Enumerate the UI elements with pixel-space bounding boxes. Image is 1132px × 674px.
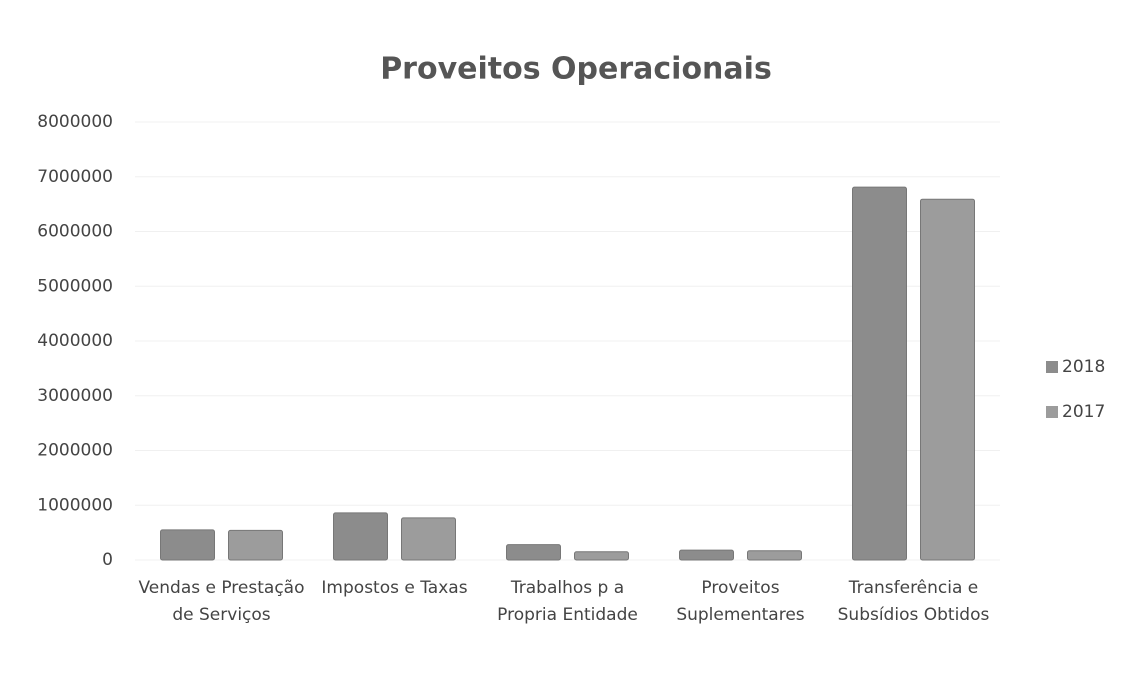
y-tick-label: 8000000 [37,112,113,132]
y-tick-label: 1000000 [37,495,113,515]
y-tick-label: 2000000 [37,441,113,461]
bar [333,512,388,561]
legend-label: 2018 [1062,357,1105,377]
bar [679,549,734,561]
chart-title: Proveitos Operacionais [380,52,772,87]
x-tick-label: Trabalhos p a Propria Entidade [497,578,638,625]
bar [574,551,629,561]
legend-label: 2017 [1062,402,1105,422]
bar [747,550,802,561]
y-tick-label: 7000000 [37,167,113,187]
bar [506,544,561,561]
y-tick-label: 5000000 [37,276,113,296]
y-tick-label: 3000000 [37,386,113,406]
bar [852,186,907,561]
bar [228,529,283,561]
legend-marker [1046,361,1058,373]
x-tick-label: Transferência e Subsídios Obtidos [838,578,990,625]
bar [401,517,456,561]
y-tick-label: 0 [102,550,113,570]
bar [160,529,215,561]
x-tick-label: Vendas e Prestação de Serviços [138,578,304,625]
legend-marker [1046,406,1058,418]
x-tick-label: Impostos e Taxas [321,578,467,598]
x-tick-label: Proveitos Suplementares [676,578,804,625]
bar [920,198,975,561]
y-tick-label: 4000000 [37,331,113,351]
y-tick-label: 6000000 [37,222,113,242]
